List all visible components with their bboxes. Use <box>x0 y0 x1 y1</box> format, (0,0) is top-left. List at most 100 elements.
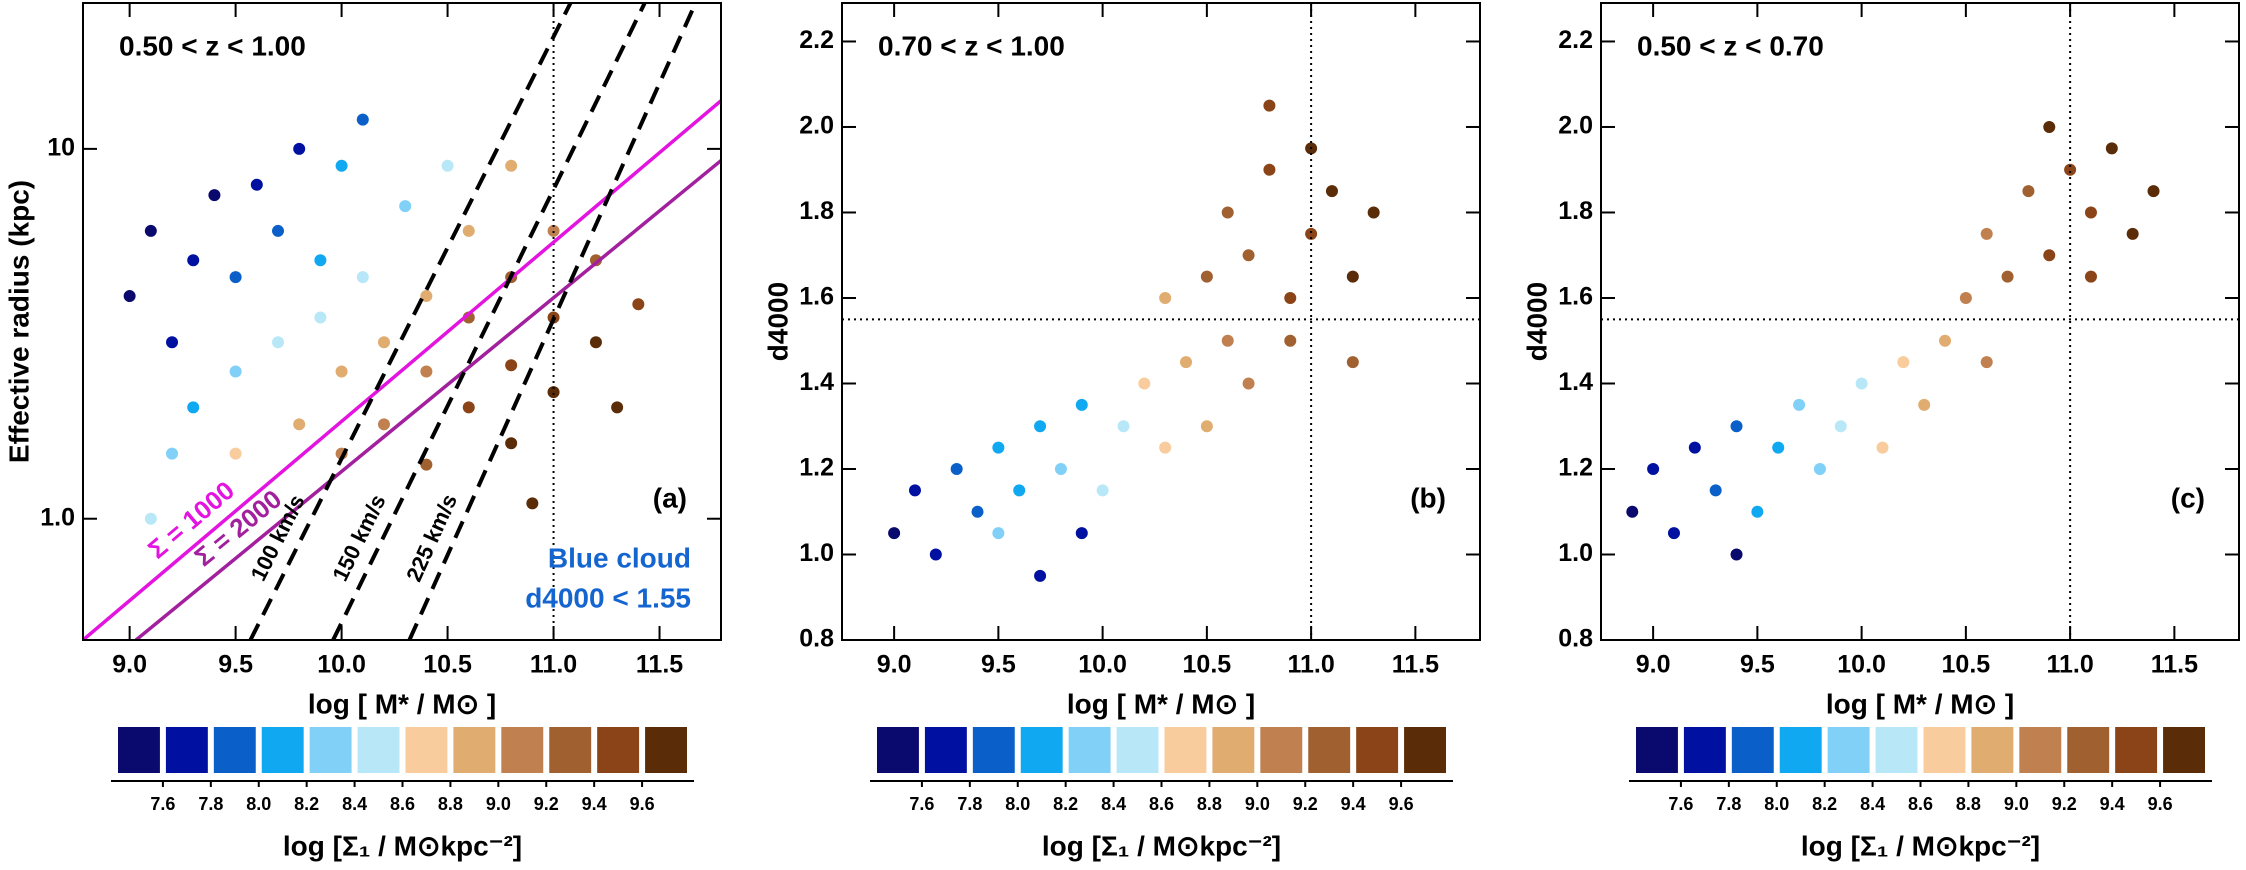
colorbar-tick-label: 7.6 <box>150 794 175 814</box>
point <box>1221 334 1234 347</box>
x-tick-label: 11.0 <box>1287 651 1334 679</box>
point <box>950 462 963 475</box>
x-tick-label: 9.0 <box>1636 651 1671 679</box>
colorbar-swatch <box>1308 727 1351 773</box>
model-line <box>331 3 647 640</box>
point <box>399 200 412 213</box>
point <box>1980 356 1993 369</box>
point <box>1200 420 1213 433</box>
x-tick-label: 9.5 <box>981 651 1016 679</box>
colorbar-swatch <box>1731 727 1774 773</box>
point <box>1284 291 1297 304</box>
y-tick-label: 2.2 <box>799 26 834 54</box>
colorbar-tick-label: 7.8 <box>198 794 223 814</box>
y-tick-label: 1.2 <box>799 454 834 482</box>
point <box>971 505 984 518</box>
point <box>1305 227 1318 240</box>
point <box>2064 163 2077 176</box>
colorbar-swatch <box>1923 727 1966 773</box>
point <box>229 365 242 378</box>
y-tick-label: 1.0 <box>799 539 834 567</box>
x-tick-label: 10.0 <box>1837 651 1886 679</box>
plot-frame <box>841 2 1481 641</box>
point <box>1751 505 1764 518</box>
x-tick-label: 11.0 <box>530 651 577 679</box>
point <box>1688 441 1701 454</box>
colorbar-swatch <box>2067 727 2110 773</box>
colorbar-tick-label: 8.2 <box>294 794 319 814</box>
annotation: d4000 < 1.55 <box>525 582 691 613</box>
point <box>1813 462 1826 475</box>
point <box>1667 527 1680 540</box>
x-tick-label: 10.5 <box>1183 651 1232 679</box>
colorbar-tick-label: 9.0 <box>2004 794 2029 814</box>
colorbar-label: log [Σ₁ / M⊙kpc⁻²] <box>1042 830 1281 861</box>
point <box>377 418 390 431</box>
y-tick-label: 1.4 <box>1558 368 1593 396</box>
point <box>589 336 602 349</box>
point <box>992 527 1005 540</box>
point <box>1075 527 1088 540</box>
colorbar-tick-label: 8.2 <box>1053 794 1078 814</box>
point <box>1855 377 1868 390</box>
point <box>1200 270 1213 283</box>
colorbar-tick-label: 9.2 <box>1293 794 1318 814</box>
point <box>462 401 475 414</box>
point <box>250 178 263 191</box>
point <box>1284 334 1297 347</box>
point <box>888 527 901 540</box>
colorbar-swatch <box>2019 727 2062 773</box>
point <box>293 418 306 431</box>
colorbar-swatch <box>645 727 687 773</box>
line-label: 225 km/s <box>401 490 462 585</box>
colorbar-swatch <box>1068 727 1111 773</box>
colorbar-tick-label: 9.4 <box>1341 794 1366 814</box>
point <box>356 271 369 284</box>
x-axis-label: log [ M* / M⊙ ] <box>308 688 496 719</box>
point <box>1897 356 1910 369</box>
point <box>1346 270 1359 283</box>
point <box>1263 163 1276 176</box>
point <box>505 437 518 450</box>
y-tick-label: 1.6 <box>799 283 834 311</box>
point <box>314 254 327 267</box>
colorbar-swatch <box>1827 727 1870 773</box>
point <box>1075 398 1088 411</box>
point <box>293 142 306 155</box>
colorbar-swatch <box>2115 727 2158 773</box>
point <box>526 497 539 510</box>
colorbar-tick-label: 9.0 <box>486 794 511 814</box>
panel-label: (b) <box>1410 482 1446 513</box>
colorbar-swatch <box>1636 727 1678 773</box>
y-tick-label: 1.0 <box>1558 539 1593 567</box>
point <box>356 113 369 126</box>
colorbar-label: log [Σ₁ / M⊙kpc⁻²] <box>283 830 522 861</box>
colorbar-tick-label: 9.2 <box>534 794 559 814</box>
point <box>1221 206 1234 219</box>
point <box>1980 227 1993 240</box>
point <box>1159 291 1172 304</box>
model-line <box>83 99 721 640</box>
x-tick-label: 10.5 <box>423 651 472 679</box>
point <box>547 386 560 399</box>
point <box>2043 249 2056 262</box>
point <box>1180 356 1193 369</box>
point <box>632 298 645 311</box>
colorbar-tick-label: 9.4 <box>2100 794 2125 814</box>
panel-label: (a) <box>653 482 687 513</box>
point <box>1325 185 1338 198</box>
y-tick-label: 10 <box>47 133 75 161</box>
point <box>377 336 390 349</box>
point <box>229 271 242 284</box>
x-tick-label: 11.0 <box>2046 651 2093 679</box>
point <box>420 458 433 471</box>
plot-area <box>842 3 1480 640</box>
y-tick-label: 1.0 <box>40 503 75 531</box>
colorbar-swatch <box>597 727 640 773</box>
x-tick-label: 10.0 <box>317 651 366 679</box>
colorbar-swatch <box>924 727 967 773</box>
point <box>208 189 221 202</box>
colorbar-swatch <box>453 727 496 773</box>
point <box>1730 420 1743 433</box>
point <box>1159 441 1172 454</box>
